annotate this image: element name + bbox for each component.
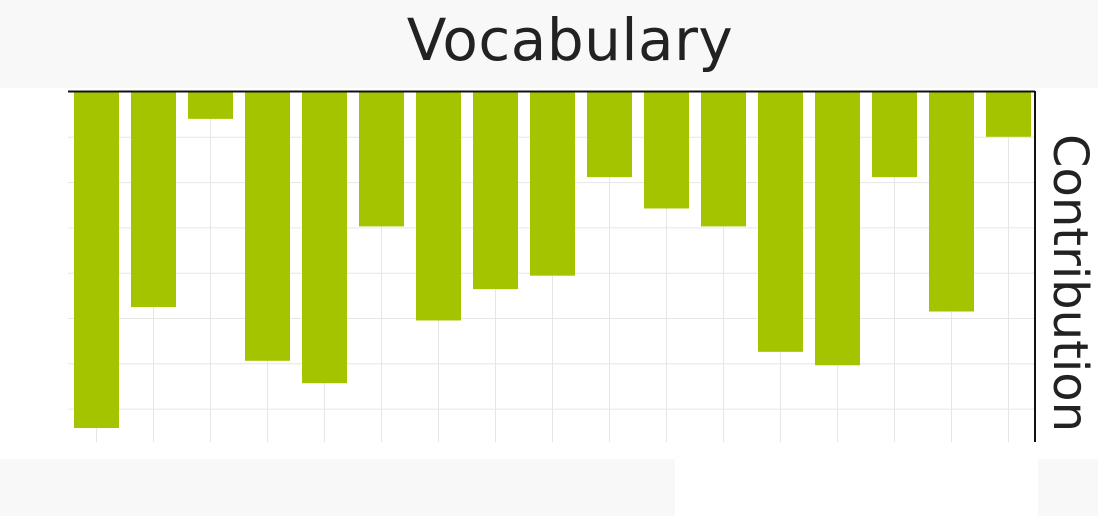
y-axis-label: Contribution [1042, 133, 1098, 433]
axis-layer [68, 90, 1036, 442]
bar [872, 92, 917, 178]
bars-layer [74, 92, 1031, 428]
title-band [0, 0, 1098, 88]
bar [245, 92, 290, 361]
left-panel [0, 88, 68, 442]
bar [302, 92, 347, 384]
bar [530, 92, 575, 276]
bar [758, 92, 803, 352]
bar [644, 92, 689, 209]
bar [359, 92, 404, 227]
bar [188, 92, 233, 119]
bar [587, 92, 632, 178]
bar [929, 92, 974, 312]
bar [701, 92, 746, 227]
bar [131, 92, 176, 308]
bar [473, 92, 518, 290]
chart-title: Vocabulary [406, 6, 734, 74]
bottom-right-band [1038, 459, 1098, 516]
bar [815, 92, 860, 366]
bar [986, 92, 1031, 137]
bottom-left-band [0, 459, 675, 516]
bar [416, 92, 461, 321]
bar [74, 92, 119, 428]
